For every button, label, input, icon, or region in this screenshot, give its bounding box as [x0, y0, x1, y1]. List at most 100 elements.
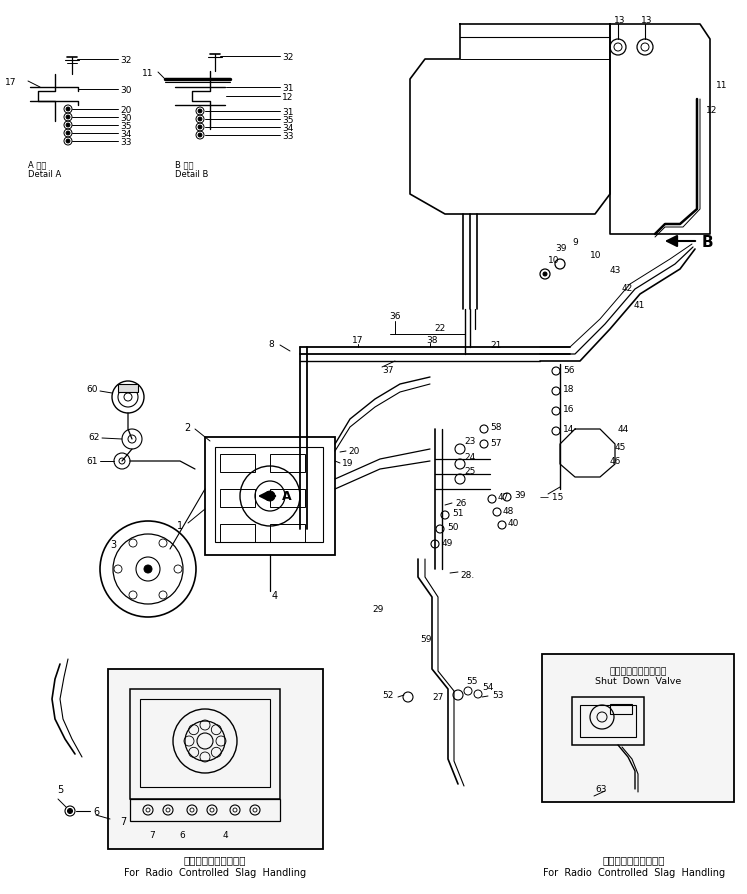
Text: 4: 4 [272, 590, 278, 601]
Bar [270, 454, 305, 472]
Text: 1: 1 [177, 520, 183, 530]
Bar [205, 437, 335, 555]
Circle shape [67, 808, 72, 814]
Bar [130, 799, 280, 821]
Text: 34: 34 [282, 123, 294, 132]
Text: 42: 42 [622, 283, 633, 292]
Text: 10: 10 [590, 250, 601, 259]
Text: 5: 5 [57, 784, 63, 794]
Circle shape [543, 273, 547, 276]
Text: 37: 37 [382, 365, 394, 374]
Text: 11: 11 [716, 80, 728, 89]
Text: 19: 19 [342, 459, 353, 468]
Circle shape [66, 139, 70, 144]
Text: 20: 20 [120, 105, 131, 114]
Bar [580, 705, 636, 738]
Text: 26: 26 [455, 498, 466, 507]
Text: 52: 52 [382, 690, 394, 699]
Text: 59: 59 [420, 635, 432, 644]
Text: 31: 31 [282, 83, 294, 92]
Circle shape [198, 134, 202, 138]
Text: B: B [702, 234, 713, 249]
Bar [542, 654, 734, 802]
Text: 30: 30 [120, 86, 131, 95]
Bar [270, 525, 305, 543]
Circle shape [66, 108, 70, 112]
Circle shape [146, 808, 150, 812]
Text: 14: 14 [563, 425, 574, 434]
Text: 38: 38 [427, 335, 438, 344]
Text: 11: 11 [141, 69, 153, 78]
Text: 20: 20 [348, 447, 359, 456]
Text: 28.: 28. [460, 571, 474, 580]
Text: 17: 17 [353, 335, 364, 344]
Text: 61: 61 [87, 457, 98, 466]
Bar [130, 689, 280, 799]
Text: 41: 41 [634, 300, 645, 309]
Text: 13: 13 [614, 15, 625, 24]
Text: 33: 33 [120, 138, 131, 147]
Text: 35: 35 [282, 115, 294, 124]
Text: 35: 35 [120, 122, 131, 131]
Text: 32: 32 [120, 55, 131, 64]
Circle shape [198, 118, 202, 122]
Text: 56: 56 [563, 365, 574, 374]
Text: 12: 12 [282, 92, 294, 101]
Text: 53: 53 [492, 691, 503, 700]
Text: A: A [282, 490, 291, 503]
Text: 31: 31 [282, 107, 294, 116]
Text: 18: 18 [563, 385, 574, 394]
Text: 29: 29 [372, 605, 383, 614]
Bar [215, 448, 323, 543]
Circle shape [190, 808, 194, 812]
Text: 10: 10 [548, 255, 560, 265]
Text: 9: 9 [572, 237, 577, 246]
Text: 45: 45 [615, 443, 627, 452]
Text: 6: 6 [93, 806, 99, 816]
Text: 48: 48 [503, 506, 515, 515]
Bar [220, 489, 255, 508]
Bar [220, 525, 255, 543]
Circle shape [265, 492, 275, 502]
Text: 36: 36 [389, 311, 400, 320]
Circle shape [66, 116, 70, 120]
Text: For  Radio  Controlled  Slag  Handling: For Radio Controlled Slag Handling [124, 867, 306, 877]
Text: 54: 54 [482, 683, 493, 692]
Text: 34: 34 [120, 130, 131, 139]
Text: 12: 12 [706, 105, 717, 114]
Text: 33: 33 [282, 131, 294, 140]
Text: B 詳細: B 詳細 [175, 160, 193, 169]
Bar [118, 384, 138, 392]
Circle shape [166, 808, 170, 812]
Text: 43: 43 [610, 266, 622, 274]
Text: 50: 50 [447, 523, 459, 532]
Circle shape [198, 110, 202, 114]
Circle shape [66, 124, 70, 128]
Text: 7: 7 [120, 816, 126, 826]
Text: 49: 49 [442, 538, 453, 547]
Text: 57: 57 [490, 438, 501, 447]
Text: 30: 30 [120, 114, 131, 122]
Text: 7: 7 [149, 831, 155, 839]
Bar [140, 699, 270, 787]
Text: 60: 60 [87, 385, 98, 394]
Circle shape [233, 808, 237, 812]
Circle shape [66, 131, 70, 136]
Bar [270, 489, 305, 508]
Text: シャットダウンバルブ: シャットダウンバルブ [610, 667, 667, 676]
Text: 22: 22 [434, 323, 446, 333]
Text: 39: 39 [555, 243, 566, 252]
Text: Detail A: Detail A [28, 169, 61, 178]
Text: 55: 55 [466, 677, 477, 686]
Text: 2: 2 [184, 423, 190, 433]
Text: 27: 27 [432, 693, 444, 702]
Text: A 詳細: A 詳細 [28, 160, 46, 169]
Text: 21: 21 [490, 340, 501, 350]
Text: 46: 46 [610, 457, 622, 466]
Text: ラジコン・ノロ処理用: ラジコン・ノロ処理用 [184, 854, 247, 864]
Text: 62: 62 [89, 432, 100, 441]
Text: 47: 47 [498, 493, 509, 502]
Text: Detail B: Detail B [175, 169, 208, 178]
Text: 24: 24 [464, 452, 475, 461]
Text: 44: 44 [618, 425, 629, 434]
